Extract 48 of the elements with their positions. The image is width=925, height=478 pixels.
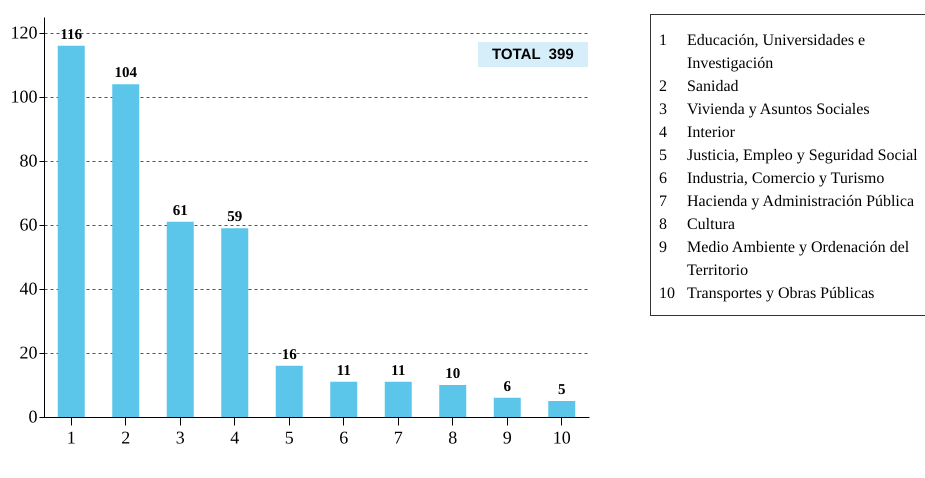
bar	[276, 366, 303, 417]
x-tick-label: 8	[448, 428, 458, 448]
bar	[166, 222, 194, 417]
text: 8 Cultura	[659, 216, 735, 233]
x-tick-label: 1	[66, 428, 76, 448]
data-label: 5	[558, 382, 566, 398]
x-tick-label: 10	[552, 428, 571, 448]
y-tick-label: 80	[20, 150, 38, 170]
y-tick-label: 100	[10, 86, 38, 106]
bar	[439, 385, 466, 417]
text: 1 Educación, Universidades e Investigación	[659, 32, 866, 72]
bar	[58, 46, 85, 417]
x-tick-label: 6	[339, 428, 348, 448]
text: 10 Transportes y Obras Públicas	[659, 284, 874, 304]
y-tick-label: 60	[20, 214, 38, 234]
y-tick-label: 120	[10, 22, 38, 42]
data-label: 16	[282, 346, 298, 363]
data-label: 116	[60, 26, 83, 43]
text: 5 Justicia, Empleo y Seguridad Social	[659, 147, 918, 164]
y-tick-label: 20	[20, 342, 38, 362]
bar	[221, 228, 248, 417]
data-label: 59	[227, 209, 242, 226]
text: 7 Hacienda y Administración Pública	[659, 193, 914, 210]
bar	[548, 401, 576, 417]
annotation: TOTAL 399	[478, 42, 588, 67]
bar	[384, 382, 412, 417]
y-tick-label: 0	[28, 406, 38, 426]
text: 4 Interior	[659, 124, 735, 141]
data-label: 61	[172, 202, 188, 219]
x-tick-label: 9	[502, 428, 512, 448]
text: 6 Industria, Comercio y Turismo	[659, 170, 884, 187]
x-tick-label: 5	[284, 428, 294, 448]
x-tick-label: 3	[176, 428, 185, 448]
bar	[330, 382, 358, 417]
bar	[112, 84, 140, 417]
text: 2 Sanidad	[659, 78, 739, 95]
x-tick-label: 4	[230, 428, 240, 448]
data-label: 10	[445, 366, 460, 382]
data-label: 6	[504, 378, 512, 395]
y-tick-label: 40	[20, 278, 38, 298]
data-label: 104	[114, 65, 138, 82]
text: 9 Medio Ambiente y Ordenación del Territorio	[659, 239, 910, 279]
bar	[494, 398, 521, 417]
data-label: 11	[336, 362, 351, 379]
data-label: 11	[391, 362, 406, 379]
x-tick-label: 2	[121, 428, 130, 448]
text: 3 Vivienda y Asuntos Sociales	[659, 101, 870, 118]
x-tick-label: 7	[394, 428, 403, 448]
